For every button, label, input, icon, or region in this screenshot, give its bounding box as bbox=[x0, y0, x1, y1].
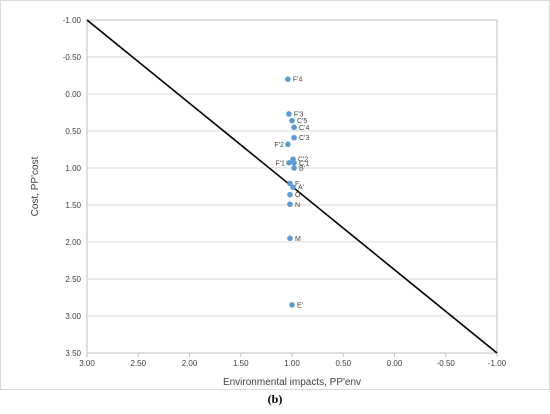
data-point-label: N bbox=[295, 202, 300, 209]
data-point bbox=[285, 141, 291, 148]
y-axis-title: Cost, PP'cost bbox=[30, 156, 41, 216]
data-point-label: C'3 bbox=[299, 135, 309, 142]
y-tick-label: -0.50 bbox=[63, 53, 82, 62]
data-point bbox=[290, 184, 296, 191]
x-tick-label: 2.50 bbox=[130, 359, 146, 368]
x-axis-ticks: 3.00 2.50 2.00 1.50 1.00 0.50 0.00 -0.50 -1.00 bbox=[79, 353, 507, 368]
data-point bbox=[287, 191, 293, 198]
x-axis-title: Environmental impacts, PP'env bbox=[223, 377, 361, 388]
data-point bbox=[291, 134, 297, 141]
y-tick-label: 1.50 bbox=[65, 201, 81, 210]
y-tick-label: 3.50 bbox=[65, 349, 81, 358]
data-point bbox=[287, 235, 293, 242]
data-point bbox=[285, 76, 291, 82]
data-point bbox=[287, 180, 293, 187]
data-point bbox=[291, 160, 297, 166]
y-tick-label: 1.00 bbox=[65, 164, 81, 173]
y-tick-label: 0.00 bbox=[65, 90, 81, 99]
chart-area bbox=[0, 0, 550, 390]
data-point bbox=[291, 165, 297, 171]
data-point-label: E' bbox=[297, 302, 303, 309]
x-tick-label: -0.50 bbox=[437, 359, 456, 368]
data-point-label: F'1 bbox=[275, 160, 285, 167]
x-tick-label: 2.00 bbox=[182, 359, 198, 368]
x-tick-label: 3.00 bbox=[79, 359, 95, 368]
data-point-label: F'3 bbox=[294, 111, 304, 118]
x-tick-label: 1.50 bbox=[233, 359, 249, 368]
y-axis-ticks: -1.00 -0.50 0.00 0.50 1.00 1.50 2.00 2.50 3.00 3.… bbox=[63, 16, 82, 358]
data-point-label: F bbox=[295, 181, 299, 188]
x-tick-label: -1.00 bbox=[488, 359, 507, 368]
data-point bbox=[286, 111, 292, 117]
x-tick-label: 0.00 bbox=[387, 359, 403, 368]
data-point-label: F'2 bbox=[274, 142, 284, 149]
data-point-label: C'5 bbox=[297, 118, 307, 125]
y-tick-label: 0.50 bbox=[65, 127, 81, 136]
data-point-label: F'4 bbox=[293, 77, 303, 84]
data-point-label: A' bbox=[298, 185, 304, 192]
x-tick-label: 0.50 bbox=[335, 359, 351, 368]
data-point bbox=[286, 160, 292, 166]
x-tick-label: 1.00 bbox=[284, 359, 300, 368]
data-point bbox=[287, 201, 293, 208]
data-points: F'4 F'3C'5C'4 C'3 F'2 C'2 F'1 C'1B' FA'ON M E' bbox=[274, 76, 309, 309]
y-tick-label: -1.00 bbox=[63, 16, 82, 25]
data-point-label: C'4 bbox=[299, 125, 309, 132]
data-point bbox=[291, 124, 297, 131]
figure-caption: (b) bbox=[267, 392, 283, 406]
data-point-label: M bbox=[295, 236, 301, 243]
data-point-label: B' bbox=[299, 166, 305, 173]
y-tick-label: 2.50 bbox=[65, 275, 81, 284]
y-tick-label: 2.00 bbox=[65, 238, 81, 247]
data-point bbox=[289, 302, 295, 308]
data-point bbox=[289, 117, 295, 124]
data-point-label: O bbox=[295, 192, 301, 199]
data-point-label: C'1 bbox=[299, 160, 309, 167]
data-point-label: C'2 bbox=[298, 157, 308, 164]
y-tick-label: 3.00 bbox=[65, 312, 81, 321]
